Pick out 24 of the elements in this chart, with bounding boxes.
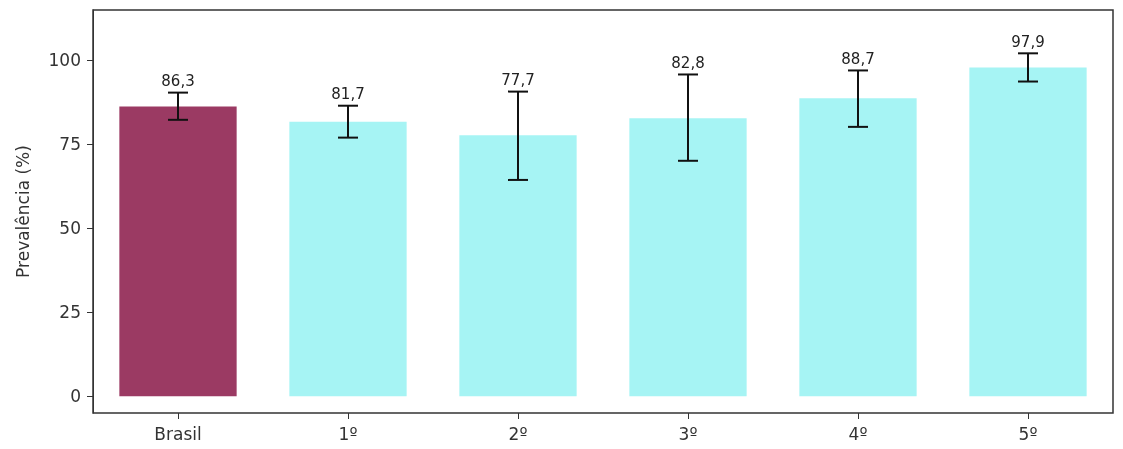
y-axis-title: Prevalência (%) <box>12 145 33 278</box>
bar <box>799 98 917 397</box>
data-label: 77,7 <box>501 71 535 90</box>
data-label: 81,7 <box>331 85 365 104</box>
data-label: 88,7 <box>841 49 875 68</box>
x-tick-label: Brasil <box>154 423 202 444</box>
data-label: 82,8 <box>671 53 705 72</box>
y-tick-label: 100 <box>48 50 81 71</box>
x-tick-label: 5º <box>1018 423 1038 444</box>
x-tick-label: 3º <box>678 423 698 444</box>
bar <box>969 67 1087 397</box>
y-tick-label: 50 <box>59 218 81 239</box>
bar <box>459 135 577 397</box>
x-tick-label: 4º <box>848 423 868 444</box>
y-tick-label: 25 <box>59 302 81 323</box>
x-tick-label: 1º <box>338 423 358 444</box>
bar <box>119 106 237 397</box>
bar <box>629 118 747 397</box>
x-tick-label: 2º <box>508 423 528 444</box>
bar <box>289 121 407 397</box>
data-label: 86,3 <box>161 72 195 91</box>
y-tick-label: 75 <box>59 134 81 155</box>
data-label: 97,9 <box>1011 32 1045 51</box>
y-tick-label: 0 <box>70 386 81 407</box>
